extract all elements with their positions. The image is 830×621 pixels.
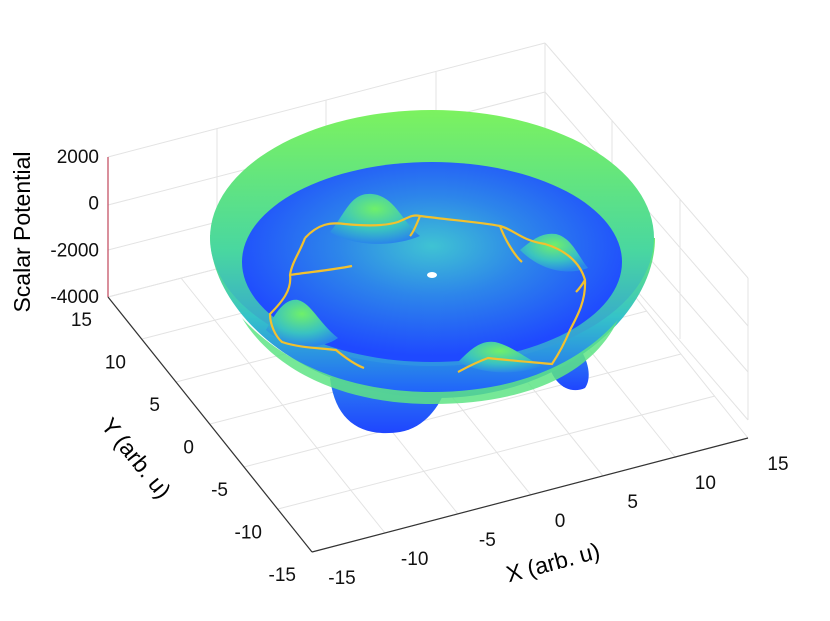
axis-lines [107,157,749,553]
x-tick-label: -5 [479,530,496,551]
x-tick-label: 10 [695,473,716,494]
y-tick-label: -15 [269,565,296,586]
peak [458,341,542,373]
z-tick-label: 2000 [57,147,99,168]
y-tick-label: 15 [71,310,92,331]
y-axis-label: Y (arb. u) [96,413,176,504]
x-tick-label: 15 [767,454,788,475]
x-tick-label: 5 [627,492,638,513]
y-tick-label: -5 [211,480,228,501]
contour-line [268,214,587,373]
z-tick-label: -2000 [50,240,99,261]
y-tick-label: 5 [149,395,160,416]
peak [330,193,420,244]
y-tick-label: 0 [183,438,194,459]
z-tick-labels: -4000 -2000 0 2000 [50,147,99,308]
center-marker [427,272,437,278]
x-tick-label: 0 [555,511,566,532]
y-tick-label: 10 [105,353,126,374]
y-tick-labels: -15 -10 -5 0 5 10 15 [71,310,296,586]
z-axis-label: Scalar Potential [9,151,35,312]
x-tick-labels: -15 -10 -5 0 5 10 15 [328,454,788,589]
x-tick-label: -10 [401,549,428,570]
y-axis-line [107,296,313,553]
x-axis-label: X (arb. u) [503,537,602,587]
y-tick-label: -10 [235,523,262,544]
z-tick-label: -4000 [50,287,99,308]
peak [266,299,338,347]
x-tick-label: -15 [328,568,355,589]
x-axis-line [311,437,749,553]
surface [210,110,655,434]
bowl-front-rim [242,318,618,404]
bowl-floor [242,162,622,362]
z-tick-label: 0 [88,194,99,215]
